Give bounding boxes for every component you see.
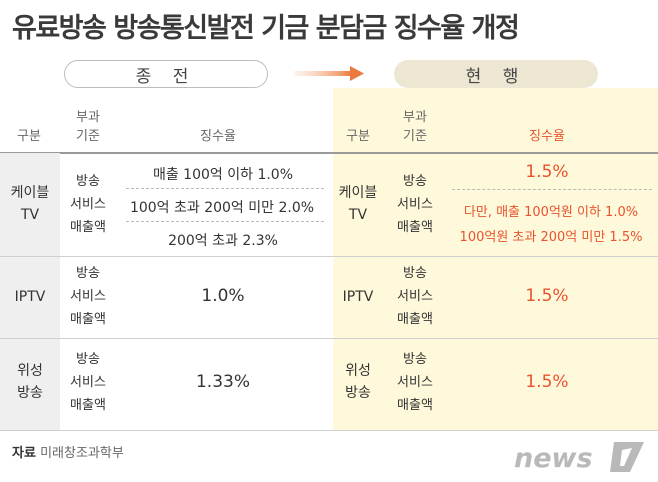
category-cable-old: 케이블 TV <box>10 185 50 223</box>
header-category-new: 구분 <box>346 129 370 144</box>
base-satellite-new: 방송 서비스 매출액 <box>397 352 433 413</box>
source-note: 자료 미래창조과학부 <box>12 442 124 461</box>
new-rate-satellite: 1.5% <box>525 372 569 392</box>
base-iptv-new: 방송 서비스 매출액 <box>397 266 433 327</box>
category-satellite-new: 위성 방송 <box>345 363 371 401</box>
old-rate-iptv: 1.0% <box>201 286 245 306</box>
category-iptv-new: IPTV <box>342 289 374 305</box>
news1-logo: news <box>514 442 644 474</box>
base-iptv-old: 방송 서비스 매출액 <box>70 266 106 327</box>
category-band-cable <box>0 153 60 256</box>
base-cable-new: 방송 서비스 매출액 <box>397 174 433 235</box>
new-rate-cable-note-2: 100억원 초과 200억 미만 1.5% <box>459 230 643 245</box>
rate-divider <box>452 189 652 190</box>
new-rate-cable-note-1: 다만, 매출 100억원 이하 1.0% <box>463 205 639 220</box>
old-rate-cable-1: 매출 100억 이하 1.0% <box>152 167 294 183</box>
category-iptv-old: IPTV <box>14 289 46 305</box>
header-divider <box>0 152 658 154</box>
source-value: 미래창조과학부 <box>40 446 124 461</box>
arrow-right-icon <box>294 66 364 81</box>
header-rate-old: 징수율 <box>200 129 236 144</box>
page-title: 유료방송 방송통신발전 기금 분담금 징수율 개정 <box>12 13 520 44</box>
category-band-iptv <box>0 257 60 338</box>
old-rate-cable-2: 100억 초과 200억 미만 2.0% <box>129 200 315 216</box>
rate-divider <box>126 188 324 189</box>
base-satellite-old: 방송 서비스 매출액 <box>70 352 106 413</box>
table-bottom-divider <box>0 430 658 431</box>
old-rate-satellite: 1.33% <box>195 372 250 392</box>
row-divider <box>0 338 658 339</box>
period-new-label: 현 행 <box>394 60 598 88</box>
header-rate-new: 징수율 <box>529 129 565 144</box>
header-category-old: 구분 <box>17 129 41 144</box>
new-rate-cable: 1.5% <box>525 162 569 182</box>
base-cable-old: 방송 서비스 매출액 <box>70 174 106 235</box>
source-label: 자료 <box>12 446 36 461</box>
header-base-old: 부과 기준 <box>76 110 100 144</box>
category-satellite-old: 위성 방송 <box>17 363 43 401</box>
logo-text: news <box>514 443 593 474</box>
row-divider <box>0 256 658 257</box>
old-rate-cable-3: 200억 초과 2.3% <box>168 233 278 249</box>
rate-divider <box>126 221 324 222</box>
header-base-new: 부과 기준 <box>403 110 427 144</box>
current-highlight-column <box>333 88 658 430</box>
category-cable-new: 케이블 TV <box>338 185 378 223</box>
category-band-satellite <box>0 339 60 430</box>
new-rate-iptv: 1.5% <box>525 286 569 306</box>
period-old-label: 종 전 <box>64 60 268 88</box>
